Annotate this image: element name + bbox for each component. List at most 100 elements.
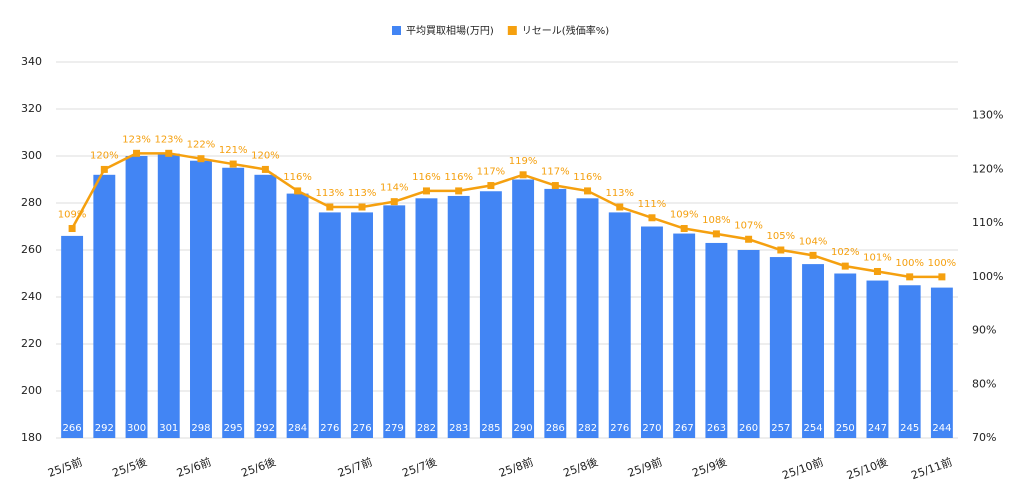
x-tick-label: 25/8前	[497, 454, 535, 479]
line-point	[68, 225, 76, 233]
bar-value-label: 276	[610, 423, 629, 434]
line-value-label: 100%	[928, 258, 957, 269]
y-tick-label: 320	[21, 102, 42, 115]
x-tick-label: 25/6前	[175, 454, 213, 479]
line-point	[809, 251, 817, 259]
line-value-label: 119%	[509, 156, 538, 167]
line-point	[487, 182, 495, 190]
bar	[608, 212, 631, 438]
bar-value-label: 283	[449, 423, 468, 434]
bar-value-label: 244	[932, 423, 951, 434]
x-tick-label: 25/7後	[400, 454, 438, 479]
bar	[930, 287, 953, 438]
bar	[737, 250, 760, 438]
y-tick-label: 180	[21, 431, 42, 444]
x-tick-label: 25/6後	[239, 454, 277, 479]
y2-tick-label: 110%	[972, 216, 1003, 229]
x-tick-label: 25/8後	[561, 454, 599, 479]
bar-value-label: 266	[63, 423, 82, 434]
bar	[576, 198, 599, 438]
bar	[93, 174, 116, 439]
line-point	[873, 267, 881, 275]
y-tick-label: 280	[21, 196, 42, 209]
bar-value-label: 300	[127, 423, 146, 434]
bar	[286, 193, 309, 438]
bar	[769, 257, 792, 438]
line-value-label: 114%	[380, 183, 409, 194]
bar	[254, 174, 277, 439]
bar-value-label: 292	[95, 423, 114, 434]
bar	[512, 179, 535, 438]
bar	[61, 235, 84, 438]
y-tick-label: 240	[21, 290, 42, 303]
line-point	[584, 187, 592, 195]
y-tick-label: 200	[21, 384, 42, 397]
bar-value-label: 284	[288, 423, 307, 434]
bar	[415, 198, 438, 438]
line-value-label: 122%	[187, 140, 216, 151]
line-point	[616, 203, 624, 211]
line-value-label: 102%	[831, 247, 860, 258]
bar-value-label: 292	[256, 423, 275, 434]
line-value-label: 120%	[90, 150, 119, 161]
y-tick-label: 260	[21, 243, 42, 256]
x-tick-label: 25/10前	[780, 454, 825, 482]
bar-value-label: 282	[578, 423, 597, 434]
line-point	[294, 187, 302, 195]
legend-swatch	[507, 26, 517, 35]
bar-value-label: 286	[546, 423, 565, 434]
line-value-label: 116%	[283, 172, 312, 183]
bar-value-label: 276	[320, 423, 339, 434]
line-point	[841, 262, 849, 270]
line-value-label: 109%	[670, 210, 699, 221]
line-value-label: 113%	[605, 188, 634, 199]
legend-label: 平均買取相場(万円)	[406, 24, 494, 37]
bar-value-label: 250	[836, 423, 855, 434]
line-point	[197, 155, 205, 163]
line-value-label: 116%	[444, 172, 473, 183]
bar-value-label: 276	[352, 423, 371, 434]
line-value-label: 117%	[541, 167, 570, 178]
line-point	[745, 235, 753, 243]
line-point	[777, 246, 785, 254]
line-value-label: 120%	[251, 150, 280, 161]
bar	[157, 153, 180, 438]
y-tick-label: 220	[21, 337, 42, 350]
bar-value-label: 301	[159, 423, 178, 434]
bar-value-label: 247	[868, 423, 887, 434]
x-tick-label: 25/9後	[690, 454, 728, 479]
line-point	[133, 149, 141, 157]
line-point	[519, 171, 527, 179]
y2-tick-label: 130%	[972, 109, 1003, 122]
x-tick-label: 25/10後	[845, 454, 890, 482]
bar	[222, 167, 245, 438]
bar	[834, 273, 857, 438]
line-value-label: 113%	[316, 188, 345, 199]
y2-tick-label: 90%	[972, 324, 996, 337]
x-tick-label: 25/7前	[336, 454, 374, 479]
line-point	[648, 214, 656, 222]
line-point	[938, 273, 946, 281]
line-point	[261, 165, 269, 173]
bar-value-label: 279	[385, 423, 404, 434]
line-value-label: 100%	[895, 258, 924, 269]
bar	[383, 205, 406, 438]
line-point	[712, 230, 720, 238]
bar-value-label: 257	[771, 423, 790, 434]
bar-value-label: 295	[224, 423, 243, 434]
bar-value-label: 270	[642, 423, 661, 434]
line-point	[906, 273, 914, 281]
bar	[898, 285, 921, 438]
bar-value-label: 260	[739, 423, 758, 434]
line-value-label: 123%	[122, 134, 151, 145]
bar	[351, 212, 373, 438]
bar-value-label: 245	[900, 423, 919, 434]
line-value-label: 121%	[219, 145, 248, 156]
line-value-label: 108%	[702, 215, 731, 226]
line-point	[100, 165, 108, 173]
bar-value-label: 263	[707, 423, 726, 434]
line-value-label: 113%	[348, 188, 377, 199]
x-tick-label: 25/11前	[909, 454, 954, 482]
x-tick-label: 25/5前	[46, 454, 84, 479]
